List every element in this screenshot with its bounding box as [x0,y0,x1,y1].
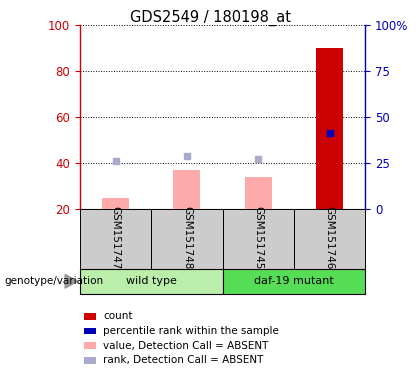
Text: daf-19 mutant: daf-19 mutant [254,276,334,286]
Bar [223,269,365,294]
Text: GSM151746: GSM151746 [325,206,335,270]
Bar [102,198,129,209]
Text: GSM151745: GSM151745 [253,206,263,270]
Bar [245,177,272,209]
Polygon shape [65,274,78,288]
Bar [151,209,223,269]
Text: GDS2549 / 180198_at: GDS2549 / 180198_at [129,10,291,26]
Bar [316,48,343,209]
Text: GSM151747: GSM151747 [110,206,121,270]
Text: value, Detection Call = ABSENT: value, Detection Call = ABSENT [103,341,268,351]
Bar [294,209,365,269]
Bar [173,170,200,209]
Text: GSM151748: GSM151748 [182,206,192,270]
Text: percentile rank within the sample: percentile rank within the sample [103,326,279,336]
Text: count: count [103,311,132,321]
Bar [80,269,223,294]
Bar [223,209,294,269]
Bar [80,209,151,269]
Text: rank, Detection Call = ABSENT: rank, Detection Call = ABSENT [103,355,263,365]
Text: genotype/variation: genotype/variation [4,276,103,286]
Text: wild type: wild type [126,276,177,286]
